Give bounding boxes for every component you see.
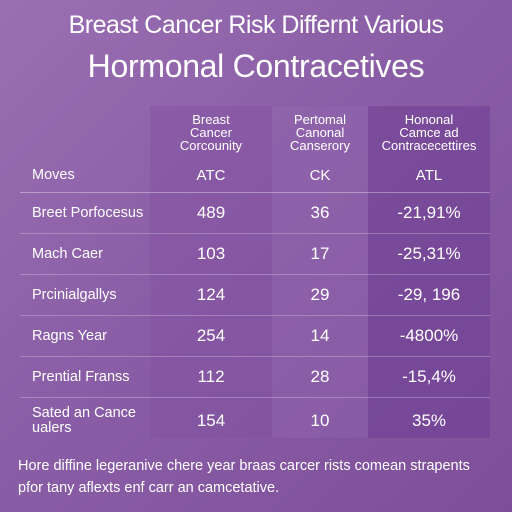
table-cell: 14 bbox=[272, 315, 368, 357]
text-line: Corcounity bbox=[179, 137, 243, 153]
text-line: Sated an Cance bbox=[32, 405, 136, 421]
table-cell: 10 bbox=[310, 411, 330, 430]
footnote-text: Hore diffine legeranive chere year braas… bbox=[18, 458, 470, 496]
codes-row-cell: CK bbox=[272, 158, 368, 193]
text-line: Canserory bbox=[290, 137, 350, 153]
text-line: ualers bbox=[32, 420, 72, 436]
table-cell: -15,4% bbox=[368, 356, 490, 398]
codes-row-cell: ATL bbox=[368, 158, 490, 193]
table-row: Prcinialgallys 124 29 -29, 196 bbox=[20, 274, 490, 316]
row-label: Prential Franss bbox=[20, 356, 150, 398]
text-line: Pertomal bbox=[293, 111, 347, 127]
table-cell: 29 bbox=[272, 274, 368, 316]
codes-row: Moves ATC CK ATL bbox=[20, 158, 490, 193]
row-label: Sated an Cance ualers bbox=[20, 398, 150, 445]
table-cell: -25,31% bbox=[368, 233, 490, 275]
row-label: Mach Caer bbox=[20, 233, 150, 275]
column-header-0 bbox=[20, 106, 150, 158]
table-cell: -29, 196 bbox=[368, 274, 490, 316]
text-line: Hononal bbox=[404, 111, 454, 127]
text-line: Breast bbox=[192, 111, 230, 127]
page-title-line-1: Breast Cancer Risk Differnt Various bbox=[68, 11, 444, 39]
text-line: Breet Porfocesus bbox=[32, 204, 144, 221]
table-cell: 35% bbox=[411, 411, 447, 430]
table-cell: 154 bbox=[196, 411, 226, 430]
table-cell: -4800% bbox=[368, 315, 490, 357]
comparison-table: Breast Cancer Corcounity Pertomal Canonal Ca… bbox=[20, 106, 490, 444]
table-cell: 28 bbox=[272, 356, 368, 398]
page-title-line-2: Hormonal Contracetives bbox=[87, 48, 425, 84]
text-line: Prential Franss bbox=[32, 368, 130, 385]
text-line: Mach Caer bbox=[32, 245, 103, 262]
table-cell: 124 bbox=[150, 274, 272, 316]
table-row: Sated an Cance ualers 154 10 35% bbox=[20, 398, 490, 445]
text-line: Prcinialgallys bbox=[32, 286, 117, 303]
text-line: Cancer bbox=[190, 124, 232, 140]
codes-row-cell: ATC bbox=[150, 158, 272, 193]
row-label: Breet Porfocesus bbox=[20, 192, 150, 234]
table-cell: 17 bbox=[272, 233, 368, 275]
column-header-2: Pertomal Canonal Canserory bbox=[272, 106, 368, 158]
table-cell: -21,91% bbox=[368, 192, 490, 234]
table-cell: 489 bbox=[150, 192, 272, 234]
row-label: Ragns Year bbox=[20, 315, 150, 357]
row-label: Prcinialgallys bbox=[20, 274, 150, 316]
text-line: Contracecettires bbox=[381, 137, 477, 153]
column-header-3: Hononal Camce ad Contracecettires bbox=[368, 106, 490, 158]
table-row: Breet Porfocesus 489 36 -21,91% bbox=[20, 192, 490, 234]
text-line: Ragns Year bbox=[32, 327, 107, 344]
table-row: Prential Franss 112 28 -15,4% bbox=[20, 356, 490, 398]
table-cell: 254 bbox=[150, 315, 272, 357]
text-line: Canonal bbox=[295, 124, 345, 140]
table-cell: 36 bbox=[272, 192, 368, 234]
comparison-table-container: Breast Cancer Corcounity Pertomal Canonal Ca… bbox=[20, 106, 490, 438]
table-row: Ragns Year 254 14 -4800% bbox=[20, 315, 490, 357]
table-row: Mach Caer 103 17 -25,31% bbox=[20, 233, 490, 275]
table-header-row: Breast Cancer Corcounity Pertomal Canonal Ca… bbox=[20, 106, 490, 158]
column-header-1: Breast Cancer Corcounity bbox=[150, 106, 272, 158]
codes-row-label: Moves bbox=[20, 158, 150, 193]
text-line: Camce ad bbox=[399, 124, 459, 140]
table-cell: 103 bbox=[150, 233, 272, 275]
table-cell: 112 bbox=[150, 356, 272, 398]
